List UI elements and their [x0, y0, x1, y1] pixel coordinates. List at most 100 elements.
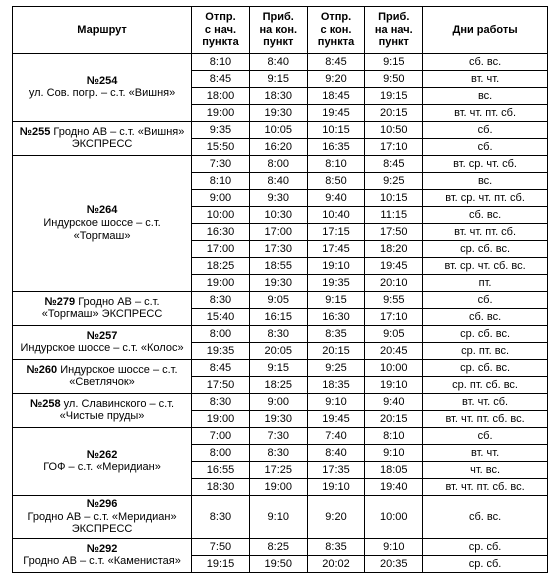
time-cell: 8:45: [307, 53, 365, 70]
route-cell: №254ул. Сов. погр. – с.т. «Вишня»: [13, 53, 192, 121]
days-cell: сб. вс.: [423, 495, 548, 538]
time-cell: 16:15: [249, 308, 307, 325]
days-cell: вт. ср. чт. сб. вс.: [423, 257, 548, 274]
time-cell: 9:15: [307, 291, 365, 308]
route-cell: №257Индурское шоссе – с.т. «Колос»: [13, 325, 192, 359]
days-cell: ср. сб. вс.: [423, 240, 548, 257]
time-cell: 9:05: [249, 291, 307, 308]
time-cell: 8:10: [192, 53, 250, 70]
col-route: Маршрут: [13, 7, 192, 54]
time-cell: 20:15: [365, 410, 423, 427]
table-row: №254ул. Сов. погр. – с.т. «Вишня»8:108:4…: [13, 53, 548, 70]
days-cell: вт. ср. чт. пт. сб.: [423, 189, 548, 206]
days-cell: вт. чт. пт. сб.: [423, 223, 548, 240]
time-cell: 8:10: [192, 172, 250, 189]
time-cell: 18:55: [249, 257, 307, 274]
time-cell: 8:45: [192, 359, 250, 376]
time-cell: 9:40: [307, 189, 365, 206]
time-cell: 9:15: [249, 359, 307, 376]
schedule-table: Маршрут Отпр.с нач.пункта Приб.на кон.пу…: [12, 6, 548, 573]
time-cell: 8:40: [307, 444, 365, 461]
table-row: №255 Гродно АВ – с.т. «Вишня» ЭКСПРЕСС9:…: [13, 121, 548, 138]
time-cell: 9:00: [249, 393, 307, 410]
time-cell: 9:05: [365, 325, 423, 342]
table-head: Маршрут Отпр.с нач.пункта Приб.на кон.пу…: [13, 7, 548, 54]
time-cell: 11:15: [365, 206, 423, 223]
time-cell: 16:35: [307, 138, 365, 155]
time-cell: 18:05: [365, 461, 423, 478]
route-cell: №279 Гродно АВ – с.т. «Торгмаш» ЭКСПРЕСС: [13, 291, 192, 325]
time-cell: 18:30: [249, 87, 307, 104]
time-cell: 8:00: [249, 155, 307, 172]
time-cell: 9:15: [365, 53, 423, 70]
time-cell: 20:02: [307, 555, 365, 572]
table-row: №292Гродно АВ – с.т. «Каменистая»7:508:2…: [13, 538, 548, 555]
days-cell: вт. чт. пт. сб. вс.: [423, 478, 548, 495]
days-cell: ср. сб.: [423, 555, 548, 572]
time-cell: 10:05: [249, 121, 307, 138]
time-cell: 17:10: [365, 308, 423, 325]
time-cell: 19:00: [192, 410, 250, 427]
time-cell: 16:30: [192, 223, 250, 240]
time-cell: 9:10: [307, 393, 365, 410]
days-cell: вт. чт. пт. сб.: [423, 104, 548, 121]
time-cell: 17:00: [192, 240, 250, 257]
time-cell: 8:40: [249, 172, 307, 189]
days-cell: вт. чт. сб.: [423, 393, 548, 410]
time-cell: 8:35: [307, 325, 365, 342]
days-cell: сб. вс.: [423, 53, 548, 70]
days-cell: сб. вс.: [423, 308, 548, 325]
time-cell: 8:00: [192, 325, 250, 342]
time-cell: 19:00: [192, 104, 250, 121]
time-cell: 20:15: [365, 104, 423, 121]
time-cell: 9:35: [192, 121, 250, 138]
time-cell: 19:50: [249, 555, 307, 572]
days-cell: чт. вс.: [423, 461, 548, 478]
days-cell: вт. чт.: [423, 70, 548, 87]
time-cell: 17:00: [249, 223, 307, 240]
time-cell: 18:20: [365, 240, 423, 257]
time-cell: 9:40: [365, 393, 423, 410]
time-cell: 17:10: [365, 138, 423, 155]
time-cell: 19:30: [249, 410, 307, 427]
time-cell: 9:20: [307, 70, 365, 87]
route-cell: №262ГОФ – с.т. «Меридиан»: [13, 427, 192, 495]
time-cell: 9:15: [249, 70, 307, 87]
time-cell: 8:30: [192, 495, 250, 538]
time-cell: 10:00: [192, 206, 250, 223]
time-cell: 19:30: [249, 274, 307, 291]
days-cell: сб.: [423, 138, 548, 155]
time-cell: 19:15: [365, 87, 423, 104]
time-cell: 20:45: [365, 342, 423, 359]
time-cell: 9:25: [307, 359, 365, 376]
route-cell: №258 ул. Славинского – с.т. «Чистые пруд…: [13, 393, 192, 427]
time-cell: 18:25: [192, 257, 250, 274]
col-arr-end: Приб.на кон.пункт: [249, 7, 307, 54]
days-cell: вт. чт.: [423, 444, 548, 461]
time-cell: 17:15: [307, 223, 365, 240]
time-cell: 16:20: [249, 138, 307, 155]
time-cell: 8:45: [365, 155, 423, 172]
time-cell: 20:35: [365, 555, 423, 572]
time-cell: 10:15: [307, 121, 365, 138]
days-cell: ср. сб. вс.: [423, 359, 548, 376]
time-cell: 19:10: [307, 257, 365, 274]
days-cell: вс.: [423, 172, 548, 189]
time-cell: 17:45: [307, 240, 365, 257]
time-cell: 8:30: [249, 444, 307, 461]
days-cell: ср. сб.: [423, 538, 548, 555]
days-cell: пт.: [423, 274, 548, 291]
time-cell: 10:15: [365, 189, 423, 206]
time-cell: 9:55: [365, 291, 423, 308]
time-cell: 18:00: [192, 87, 250, 104]
days-cell: ср. пт. сб. вс.: [423, 376, 548, 393]
time-cell: 19:45: [307, 410, 365, 427]
time-cell: 20:05: [249, 342, 307, 359]
table-body: №254ул. Сов. погр. – с.т. «Вишня»8:108:4…: [13, 53, 548, 572]
time-cell: 17:35: [307, 461, 365, 478]
days-cell: вт. чт. пт. сб. вс.: [423, 410, 548, 427]
time-cell: 9:10: [365, 444, 423, 461]
time-cell: 10:50: [365, 121, 423, 138]
time-cell: 15:50: [192, 138, 250, 155]
days-cell: ср. сб. вс.: [423, 325, 548, 342]
